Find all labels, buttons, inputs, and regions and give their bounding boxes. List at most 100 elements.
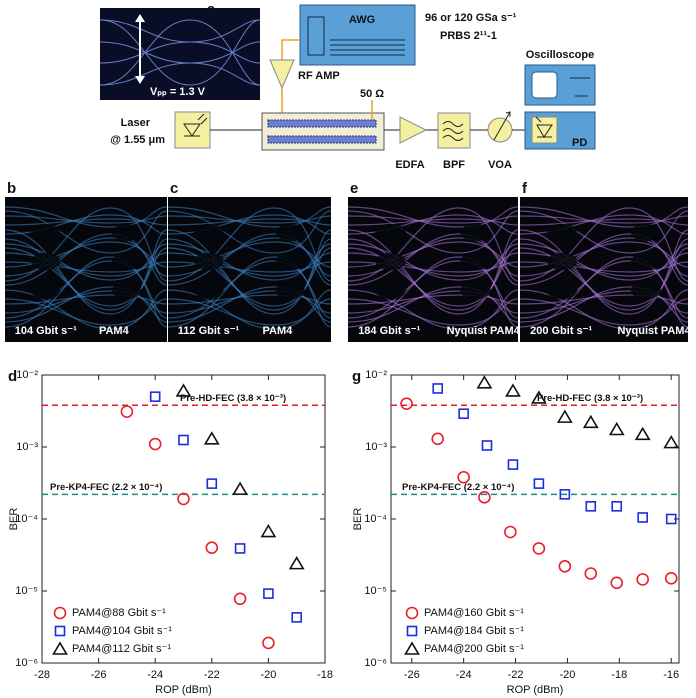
eye-opening	[194, 252, 224, 271]
eye-opening	[194, 223, 224, 242]
eye-trace	[4, 215, 168, 224]
y-tick-label: 10⁻⁴	[15, 513, 38, 525]
legend-label: PAM4@104 Gbit s⁻¹	[72, 625, 172, 637]
eye-opening	[30, 281, 61, 300]
vpp-label: Vₚₚ = 1.3 V	[150, 86, 206, 98]
x-tick-label: -22	[204, 669, 220, 681]
data-point	[400, 397, 413, 410]
legend-label: PAM4@88 Gbit s⁻¹	[72, 607, 166, 619]
y-axis-label: BER	[8, 508, 20, 531]
laser-box	[174, 111, 211, 149]
eye-trace	[167, 210, 332, 254]
data-point	[431, 432, 445, 446]
eye-trace	[347, 218, 519, 226]
eye-rate: 104 Gbit s⁻¹	[15, 325, 77, 337]
eye-opening	[375, 281, 406, 300]
setup-diagram: Vₚₚ = 1.3 V a AWG 96 or 120 GSa s⁻¹ PRBS…	[99, 1, 596, 171]
data-point	[634, 426, 651, 441]
data-point	[432, 383, 444, 394]
data-point	[458, 408, 469, 420]
eye-trace	[519, 215, 689, 224]
x-tick-label: -28	[34, 669, 50, 681]
eye-trace	[167, 229, 332, 315]
x-axis-label: ROP (dBm)	[507, 684, 564, 696]
x-tick-label: -26	[404, 669, 420, 681]
data-point	[288, 556, 305, 570]
eye-trace	[519, 256, 689, 328]
panel-label: a	[207, 1, 216, 18]
y-tick-label: 10⁻³	[365, 441, 387, 453]
data-point	[664, 572, 678, 585]
bpf-icon	[442, 121, 464, 141]
legend-marker	[405, 606, 419, 620]
eye-trace	[347, 233, 519, 286]
x-tick-label: -26	[91, 669, 107, 681]
data-point	[504, 525, 517, 539]
eye-trace	[167, 294, 332, 305]
eye-opening	[630, 223, 662, 242]
eye-opening	[630, 281, 662, 300]
y-tick-label: 10⁻²	[365, 369, 387, 381]
eye-trace	[347, 294, 519, 305]
bpf-label: BPF	[443, 159, 465, 171]
x-tick-label: -22	[508, 669, 524, 681]
eye-trace	[347, 215, 519, 224]
eye-trace	[347, 210, 519, 254]
eye-trace	[4, 260, 168, 319]
panel-label: c	[170, 180, 178, 197]
panel-label: e	[350, 180, 358, 197]
scope-screen	[531, 71, 558, 99]
eye-trace	[4, 233, 168, 286]
voa-arrow	[493, 111, 511, 141]
eye-opening	[111, 252, 142, 271]
data-point	[556, 409, 573, 423]
y-tick-label: 10⁻⁶	[15, 657, 38, 669]
eye-opening	[546, 281, 578, 300]
threshold-label: Pre-KP4-FEC (2.2 × 10⁻⁴)	[50, 482, 162, 493]
data-point	[263, 588, 274, 599]
eye-trace	[167, 290, 332, 314]
data-point	[611, 501, 623, 512]
eye-format: Nyquist PAM4	[617, 325, 691, 337]
data-point	[665, 513, 677, 525]
eye-pattern	[167, 206, 332, 330]
y-tick-label: 10⁻⁵	[15, 585, 38, 597]
eye-format: PAM4	[263, 325, 294, 337]
eye-trace	[519, 286, 689, 323]
data-point	[262, 636, 275, 650]
data-point	[175, 383, 192, 397]
data-point	[608, 421, 625, 436]
data-point	[558, 560, 572, 573]
data-point	[636, 573, 649, 586]
eye-opening	[375, 223, 406, 242]
pd-icon-box	[531, 116, 558, 144]
data-point	[532, 542, 546, 555]
eye-trace	[4, 206, 168, 228]
legend-marker	[404, 641, 420, 655]
eye-trace	[167, 298, 332, 326]
x-tick-label: -24	[147, 669, 163, 681]
panel-label: g	[352, 368, 361, 385]
eye-opening	[460, 281, 491, 300]
edfa-label: EDFA	[395, 159, 424, 171]
eye-trace	[519, 294, 689, 305]
awg-icon	[307, 16, 325, 56]
threshold-label: Pre-HD-FEC (3.8 × 10⁻³)	[537, 393, 643, 404]
eye-rate: 184 Gbit s⁻¹	[358, 325, 420, 337]
eye-trace	[167, 260, 332, 319]
data-point	[585, 501, 597, 512]
eye-trace	[167, 286, 332, 323]
data-point	[582, 414, 599, 429]
eye-pattern	[519, 206, 689, 330]
data-point	[637, 512, 648, 523]
data-point	[559, 489, 571, 500]
threshold-label: Pre-HD-FEC (3.8 × 10⁻³)	[180, 393, 286, 404]
data-point	[232, 481, 249, 495]
legend-label: PAM4@160 Gbit s⁻¹	[424, 607, 524, 619]
eye-rate: 200 Gbit s⁻¹	[530, 325, 592, 337]
y-tick-label: 10⁻³	[16, 441, 38, 453]
eye-trace	[4, 286, 168, 323]
x-tick-label: -24	[456, 669, 472, 681]
rf-amp	[269, 59, 295, 90]
